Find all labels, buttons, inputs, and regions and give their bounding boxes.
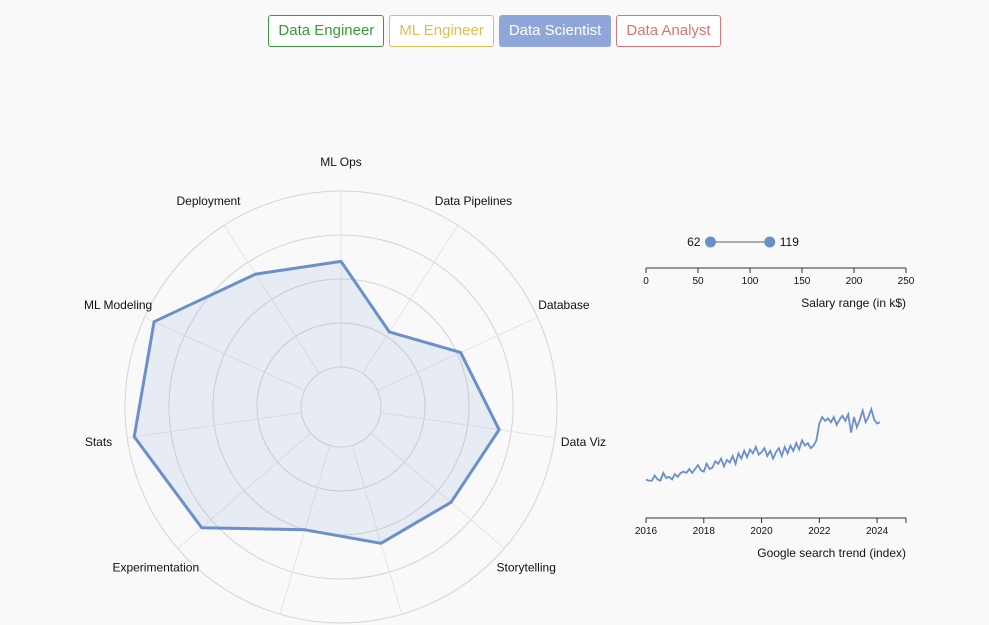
salary-axis-title: Salary range (in k$) (801, 296, 906, 310)
radar-axis-label: Data Pipelines (435, 194, 512, 208)
radar-spoke (377, 316, 538, 391)
salary-tick-label: 50 (692, 276, 704, 287)
radar-axis-label: Storytelling (497, 560, 556, 574)
tab-data-analyst[interactable]: Data Analyst (616, 15, 721, 47)
radar-axis-label: Stats (85, 435, 112, 449)
radar-axis-label: ML Modeling (84, 298, 152, 312)
tab-data-scientist[interactable]: Data Scientist (498, 15, 612, 47)
trend-tick-label: 2016 (635, 526, 658, 537)
tab-data-engineer[interactable]: Data Engineer (268, 15, 385, 47)
salary-tick-label: 100 (742, 276, 759, 287)
tab-ml-engineer[interactable]: ML Engineer (389, 15, 494, 47)
radar-axis-label: Deployment (176, 194, 241, 208)
salary-tick-label: 150 (794, 276, 811, 287)
radar-axis-label: ML Ops (320, 155, 362, 169)
trend-tick-label: 2022 (808, 526, 831, 537)
salary-tick-label: 250 (898, 276, 915, 287)
salary-max-dot (764, 236, 776, 248)
trend-tick-label: 2024 (866, 526, 889, 537)
trend-axis-title: Google search trend (index) (757, 546, 906, 560)
radar-spoke (351, 445, 403, 615)
radar-axis-label: Database (538, 298, 590, 312)
radar-axis-label: Experimentation (112, 560, 199, 574)
radar-series-area (132, 259, 501, 545)
salary-range-chart: 0 50 100 150 200 250 62 119 Salary range (in … (643, 235, 915, 310)
radar-spoke (362, 225, 459, 374)
radar-spoke (144, 316, 305, 391)
radar-spoke (127, 412, 302, 439)
salary-min-label: 62 (687, 235, 701, 249)
trend-tick-label: 2018 (693, 526, 716, 537)
trend-tick-label: 2020 (750, 526, 773, 537)
role-tabs: Data Engineer ML Engineer Data Scientist… (0, 15, 989, 47)
trend-series-line (645, 406, 881, 482)
radar-spoke (177, 432, 312, 549)
radar-chart: ML Ops Data Pipelines Database Data Viz Stor… (84, 155, 606, 624)
radar-spoke (223, 225, 320, 374)
radar-axis-label: Data Viz (561, 435, 606, 449)
salary-max-label: 119 (780, 235, 799, 249)
radar-spoke (380, 412, 555, 439)
salary-tick-label: 0 (643, 276, 649, 287)
salary-tick-label: 200 (846, 276, 863, 287)
search-trend-chart: 2016 2018 2020 2022 2024 Google search trend… (635, 406, 907, 560)
salary-min-dot (704, 236, 716, 248)
radar-spoke (370, 432, 505, 549)
